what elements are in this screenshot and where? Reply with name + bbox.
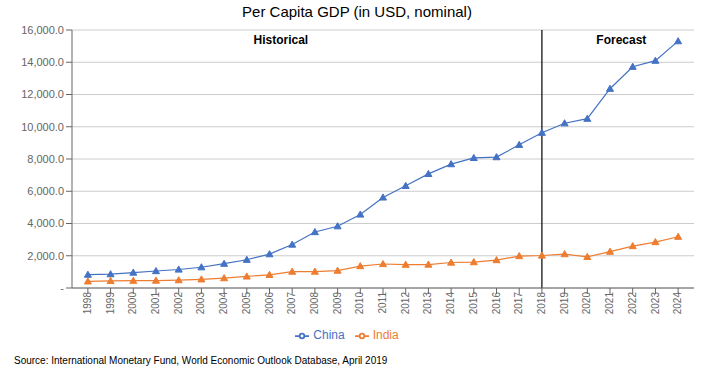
- svg-text:2016: 2016: [491, 292, 502, 315]
- svg-text:2010: 2010: [354, 292, 365, 315]
- svg-text:2004: 2004: [218, 292, 229, 315]
- svg-text:2005: 2005: [241, 292, 252, 315]
- svg-text:2020: 2020: [581, 292, 592, 315]
- svg-text:2000: 2000: [127, 292, 138, 315]
- svg-text:2003: 2003: [195, 292, 206, 315]
- svg-text:2021: 2021: [604, 292, 615, 315]
- svg-text:8,000.0: 8,000.0: [27, 153, 64, 165]
- svg-text:2007: 2007: [286, 292, 297, 315]
- svg-text:6,000.0: 6,000.0: [27, 185, 64, 197]
- svg-text:2022: 2022: [627, 292, 638, 315]
- svg-text:2019: 2019: [559, 292, 570, 315]
- svg-text:2,000.0: 2,000.0: [27, 250, 64, 262]
- svg-text:2018: 2018: [536, 292, 547, 315]
- svg-text:2008: 2008: [309, 292, 320, 315]
- svg-text:2002: 2002: [173, 292, 184, 315]
- html-text:Source: International Monetary: Source: International Monetary Fund, Wor…: [14, 355, 388, 366]
- svg-text:2011: 2011: [377, 292, 388, 314]
- svg-text:Forecast: Forecast: [596, 33, 646, 47]
- svg-text:1998: 1998: [82, 292, 93, 315]
- svg-text:-: -: [60, 282, 64, 294]
- svg-text:4,000.0: 4,000.0: [27, 217, 64, 229]
- svg-text:2023: 2023: [650, 292, 661, 315]
- svg-text:2001: 2001: [150, 292, 161, 315]
- svg-text:2006: 2006: [264, 292, 275, 315]
- svg-text:14,000.0: 14,000.0: [21, 56, 64, 68]
- svg-text:1999: 1999: [105, 292, 116, 315]
- svg-text:2015: 2015: [468, 292, 479, 315]
- html-text:Per Capita GDP (in USD, nomina: Per Capita GDP (in USD, nominal): [242, 3, 472, 20]
- html-text:China: China: [313, 328, 345, 342]
- svg-text:2017: 2017: [513, 292, 524, 315]
- svg-text:2012: 2012: [400, 292, 411, 315]
- html-text:India: India: [372, 328, 399, 342]
- svg-text:10,000.0: 10,000.0: [21, 121, 64, 133]
- svg-text:Historical: Historical: [254, 33, 309, 47]
- svg-text:16,000.0: 16,000.0: [21, 24, 64, 36]
- svg-text:2014: 2014: [445, 292, 456, 315]
- svg-text:12,000.0: 12,000.0: [21, 88, 64, 100]
- svg-text:2009: 2009: [332, 292, 343, 315]
- svg-text:2024: 2024: [672, 292, 683, 315]
- svg-text:2013: 2013: [423, 292, 434, 315]
